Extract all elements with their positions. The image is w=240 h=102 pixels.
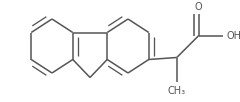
Text: OH: OH bbox=[226, 30, 240, 40]
Text: CH₃: CH₃ bbox=[168, 85, 186, 95]
Text: O: O bbox=[195, 2, 203, 12]
